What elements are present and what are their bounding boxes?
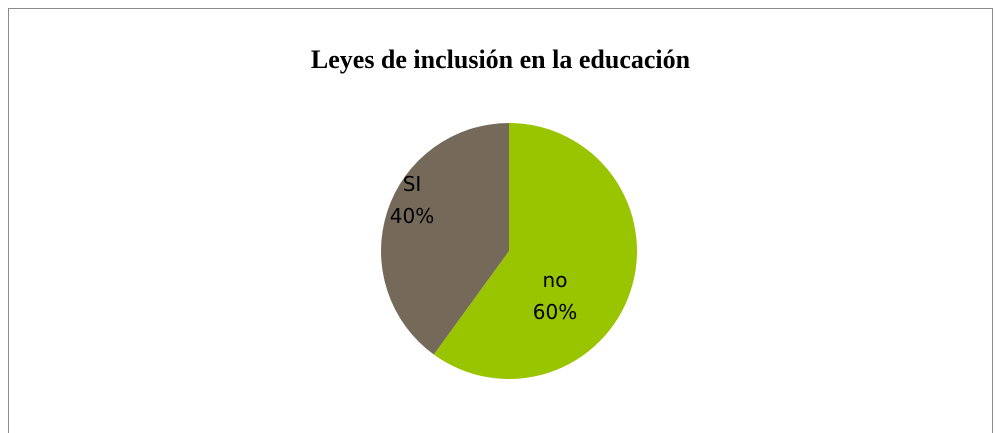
slice-label-no: no bbox=[543, 268, 568, 292]
chart-title: Leyes de inclusión en la educación bbox=[310, 45, 691, 74]
slice-percent-no: 60% bbox=[533, 300, 577, 324]
pie-slice-no bbox=[433, 123, 637, 380]
pie-slice-si bbox=[381, 123, 509, 355]
slice-percent-si: 40% bbox=[390, 204, 434, 228]
chart-frame: Leyes de inclusión en la educación no 60%… bbox=[8, 8, 993, 433]
slice-label-si: SI bbox=[403, 172, 422, 196]
pie-chart: no 60% SI 40% bbox=[381, 123, 637, 380]
